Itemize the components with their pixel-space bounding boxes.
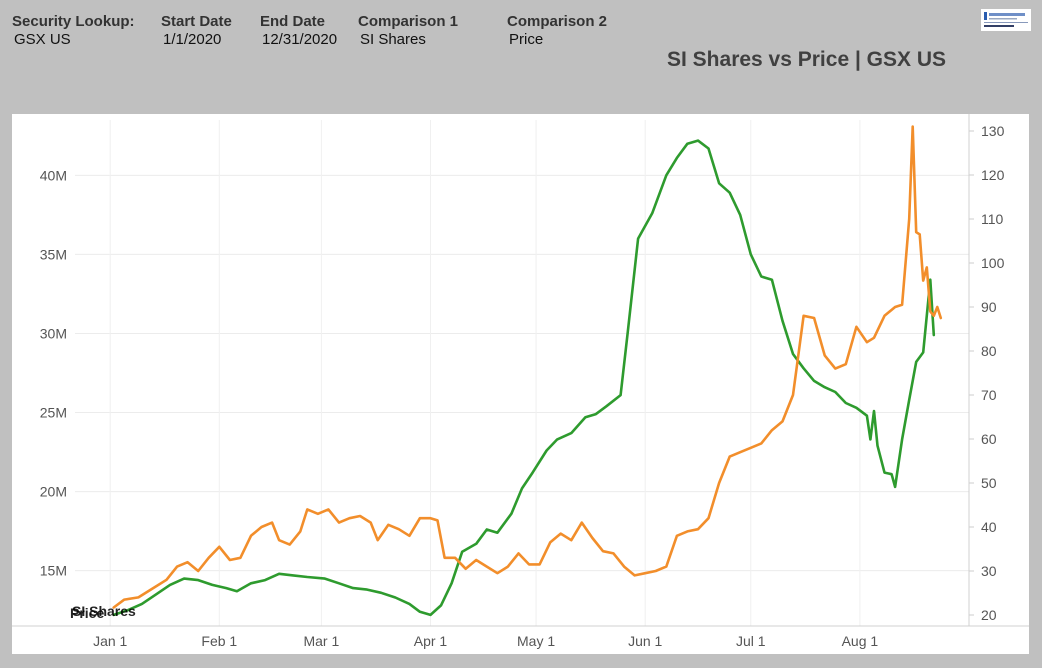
y-right-tick-label: 130 — [981, 123, 1005, 139]
y-left-tick-label: 40M — [40, 167, 67, 183]
comparison-1-value: SI Shares — [360, 31, 426, 48]
price-line — [112, 125, 943, 609]
si-shares-inline-label: SI Shares — [72, 603, 136, 619]
security-lookup-value: GSX US — [14, 31, 71, 48]
end-date-value: 12/31/2020 — [262, 31, 338, 48]
y-right-tick-label: 100 — [981, 255, 1005, 271]
y-left-tick-label: 35M — [40, 246, 67, 262]
x-tick-label: Jun 1 — [628, 633, 662, 649]
y-right-tick-label: 90 — [981, 299, 997, 315]
y-right-tick-label: 40 — [981, 519, 997, 535]
price-inline-label: Price — [70, 605, 104, 621]
brand-logo — [981, 9, 1031, 31]
line-chart: 15M 20M 25M 30M 35M 40M 20 30 40 50 60 70 80 90 100 11… — [12, 114, 1029, 649]
si-shares-line — [112, 139, 936, 617]
y-right-tick-label: 60 — [981, 431, 997, 447]
y-right-tick-label: 50 — [981, 475, 997, 491]
security-lookup-label: Security Lookup: — [12, 13, 135, 30]
start-date-label: Start Date — [161, 13, 232, 30]
x-tick-label: Apr 1 — [414, 633, 448, 649]
y-right-tick-label: 30 — [981, 563, 997, 579]
y-left-tick-label: 30M — [40, 325, 67, 341]
y-right-tick-label: 120 — [981, 167, 1005, 183]
x-tick-label: May 1 — [517, 633, 555, 649]
y-right-tick-label: 110 — [981, 211, 1004, 227]
x-tick-label: Jul 1 — [736, 633, 766, 649]
comparison-2-label: Comparison 2 — [507, 13, 608, 30]
end-date-label: End Date — [260, 13, 326, 30]
y-left-tick-label: 25M — [40, 405, 67, 421]
y-right-tick-label: 70 — [981, 387, 997, 403]
y-left-tick-label: 20M — [40, 484, 67, 500]
y-left-tick-label: 15M — [40, 563, 67, 579]
comparison-1-label: Comparison 1 — [358, 13, 459, 30]
x-tick-label: Mar 1 — [303, 633, 339, 649]
x-tick-label: Feb 1 — [201, 633, 237, 649]
comparison-2-value: Price — [509, 31, 544, 48]
chart-title: SI Shares vs Price | GSX US — [667, 48, 947, 71]
x-tick-label: Aug 1 — [842, 633, 879, 649]
y-right-tick-label: 20 — [981, 607, 997, 623]
start-date-value: 1/1/2020 — [163, 31, 222, 48]
chart-panel: 15M 20M 25M 30M 35M 40M 20 30 40 50 60 70 80 90 100 11… — [12, 114, 1029, 654]
x-tick-label: Jan 1 — [93, 633, 127, 649]
y-right-tick-label: 80 — [981, 343, 997, 359]
